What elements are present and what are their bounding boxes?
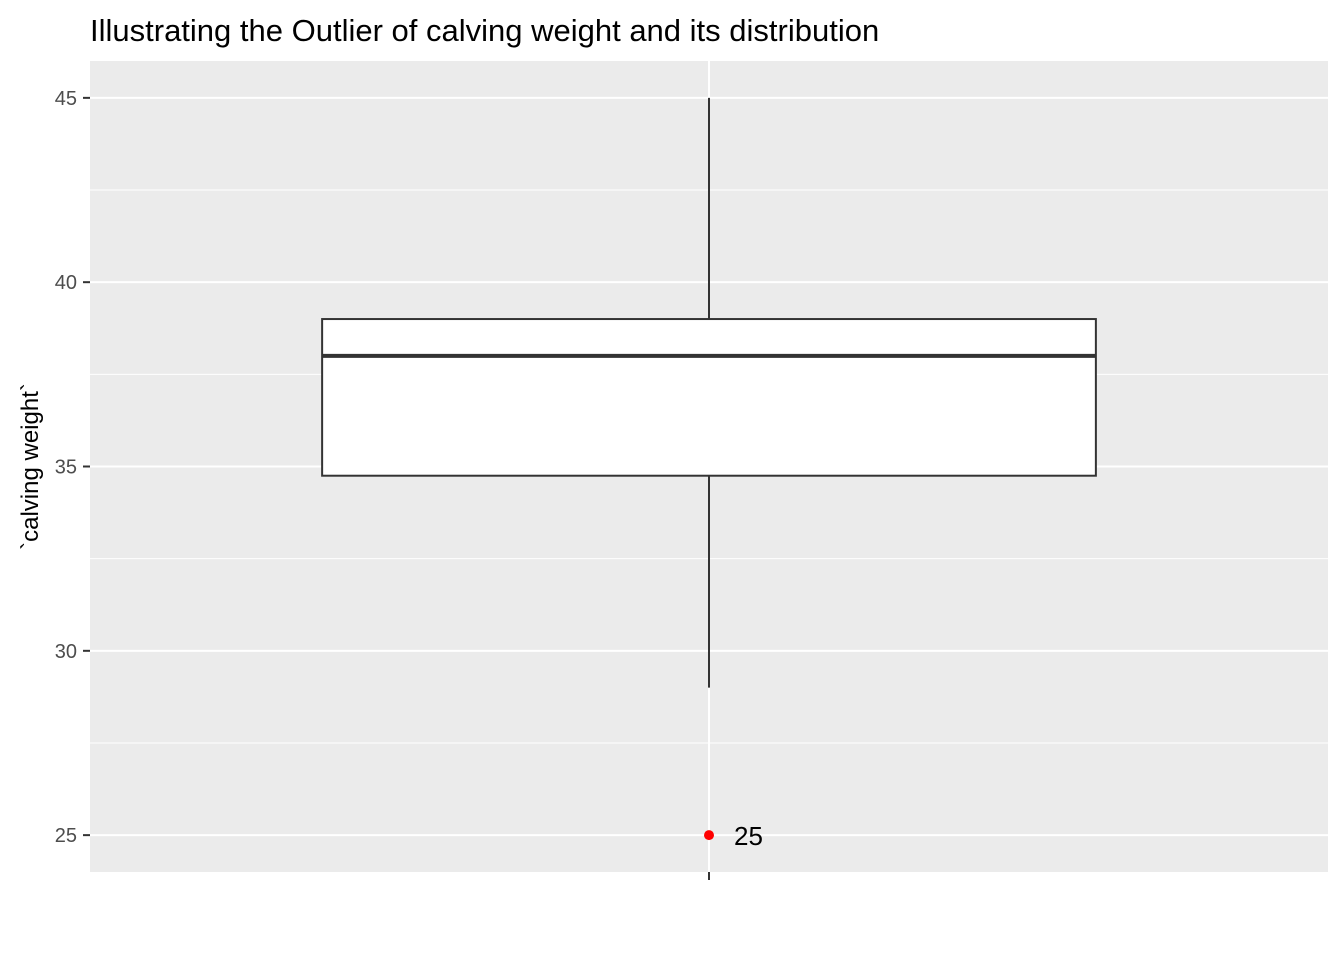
chart-title: Illustrating the Outlier of calving weig… [90,13,879,48]
y-tick-label: 40 [55,272,77,294]
y-tick-label: 35 [55,457,77,479]
box-group [321,97,1097,688]
y-tick-label: 45 [55,88,77,110]
y-tick-label: 30 [55,641,77,663]
outliers: 25 [704,821,763,851]
y-axis-title: `calving weight` [17,383,44,550]
outlier-label: 25 [734,821,763,851]
y-axis-ticks: 25 30 35 40 45 [55,88,90,847]
y-tick-label: 25 [55,825,77,847]
outlier-point [704,830,714,841]
iqr-box [321,318,1097,477]
